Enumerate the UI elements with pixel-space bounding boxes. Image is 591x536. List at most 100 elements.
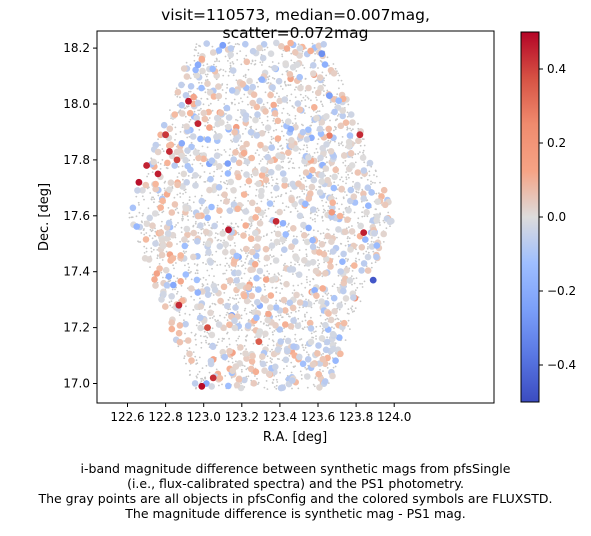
fluxstd-point — [271, 110, 279, 117]
pfsconfig-point — [195, 386, 198, 389]
pfsconfig-point — [316, 299, 318, 302]
pfsconfig-point — [355, 257, 357, 260]
fluxstd-point — [198, 382, 206, 390]
pfsconfig-point — [269, 254, 272, 257]
pfsconfig-point — [147, 173, 150, 175]
pfsconfig-point — [359, 300, 362, 303]
fluxstd-point — [332, 357, 339, 365]
fluxstd-point — [325, 125, 333, 133]
pfsconfig-point — [273, 200, 276, 203]
pfsconfig-point — [242, 264, 245, 266]
fluxstd-point — [337, 350, 344, 358]
fluxstd-point — [265, 370, 273, 378]
fluxstd-point — [227, 178, 235, 186]
pfsconfig-point — [189, 272, 191, 274]
fluxstd-point — [354, 181, 361, 189]
fluxstd-point — [289, 266, 297, 273]
fluxstd-point — [192, 149, 200, 156]
pfsconfig-point — [262, 235, 265, 238]
pfsconfig-point — [265, 215, 268, 218]
pfsconfig-point — [137, 201, 140, 204]
fluxstd-point — [346, 277, 354, 284]
fluxstd-point — [241, 376, 248, 384]
pfsconfig-point — [289, 84, 292, 86]
fluxstd-point — [192, 182, 199, 189]
fluxstd-point — [208, 157, 216, 164]
pfsconfig-point — [307, 97, 310, 100]
pfsconfig-point — [334, 365, 337, 368]
fluxstd-point — [335, 97, 343, 104]
pfsconfig-point — [240, 260, 243, 262]
pfsconfig-point — [320, 354, 323, 356]
pfsconfig-point — [366, 247, 369, 250]
fluxstd-point — [364, 267, 372, 274]
pfsconfig-point — [324, 292, 327, 295]
pfsconfig-point — [347, 240, 349, 243]
fluxstd-point — [289, 304, 297, 312]
fluxstd-point — [249, 199, 256, 207]
pfsconfig-point — [282, 107, 285, 110]
fluxstd-point — [197, 324, 204, 332]
fluxstd-point — [296, 353, 303, 361]
y-axis: 17.017.217.417.617.818.018.2 — [63, 41, 97, 391]
pfsconfig-point — [340, 203, 343, 206]
pfsconfig-point — [374, 182, 376, 184]
pfsconfig-point — [138, 204, 140, 206]
pfsconfig-point — [278, 358, 280, 360]
pfsconfig-point — [183, 340, 186, 342]
pfsconfig-point — [228, 154, 231, 157]
pfsconfig-point — [304, 313, 306, 316]
pfsconfig-point — [234, 245, 237, 247]
fluxstd-point — [331, 108, 338, 116]
fluxstd-point — [322, 165, 330, 172]
pfsconfig-point — [283, 335, 286, 338]
pfsconfig-point — [259, 160, 262, 162]
pfsconfig-point — [294, 96, 297, 99]
fluxstd-point — [350, 294, 357, 301]
pfsconfig-point — [317, 264, 319, 267]
fluxstd-point — [211, 286, 219, 294]
pfsconfig-point — [193, 110, 196, 113]
fluxstd-point — [282, 307, 289, 314]
pfsconfig-point — [338, 87, 340, 90]
pfsconfig-point — [143, 245, 146, 248]
fluxstd-point — [194, 120, 202, 127]
pfsconfig-point — [315, 211, 318, 214]
pfsconfig-point — [218, 69, 221, 72]
pfsconfig-point — [267, 131, 270, 134]
fluxstd-point — [342, 295, 350, 302]
pfsconfig-point — [314, 213, 316, 216]
pfsconfig-point — [239, 297, 241, 300]
fluxstd-point — [296, 106, 304, 113]
pfsconfig-point — [232, 74, 235, 77]
fluxstd-point — [159, 242, 167, 250]
fluxstd-point — [246, 77, 253, 85]
fluxstd-point — [252, 368, 260, 376]
pfsconfig-point — [193, 59, 196, 62]
pfsconfig-point — [334, 318, 337, 321]
pfsconfig-point — [340, 142, 343, 145]
fluxstd-point — [358, 267, 365, 274]
pfsconfig-point — [314, 218, 316, 220]
pfsconfig-point — [243, 365, 246, 367]
pfsconfig-point — [211, 317, 214, 319]
pfsconfig-point — [251, 59, 254, 62]
fluxstd-point — [205, 249, 212, 256]
pfsconfig-point — [261, 64, 263, 66]
pfsconfig-point — [297, 309, 300, 312]
pfsconfig-point — [194, 195, 197, 198]
fluxstd-point — [316, 125, 324, 133]
pfsconfig-point — [290, 311, 293, 314]
fluxstd-point — [243, 297, 251, 305]
fluxstd-point — [185, 97, 192, 105]
fluxstd-point — [287, 125, 295, 133]
pfsconfig-point — [197, 109, 200, 112]
x-axis-label: R.A. [deg] — [263, 430, 327, 445]
pfsconfig-point — [346, 260, 349, 262]
pfsconfig-point — [322, 211, 325, 214]
fluxstd-point — [322, 346, 330, 354]
fluxstd-point — [336, 302, 344, 309]
pfsconfig-point — [275, 384, 278, 387]
fluxstd-point — [242, 40, 249, 48]
pfsconfig-point — [313, 60, 316, 62]
